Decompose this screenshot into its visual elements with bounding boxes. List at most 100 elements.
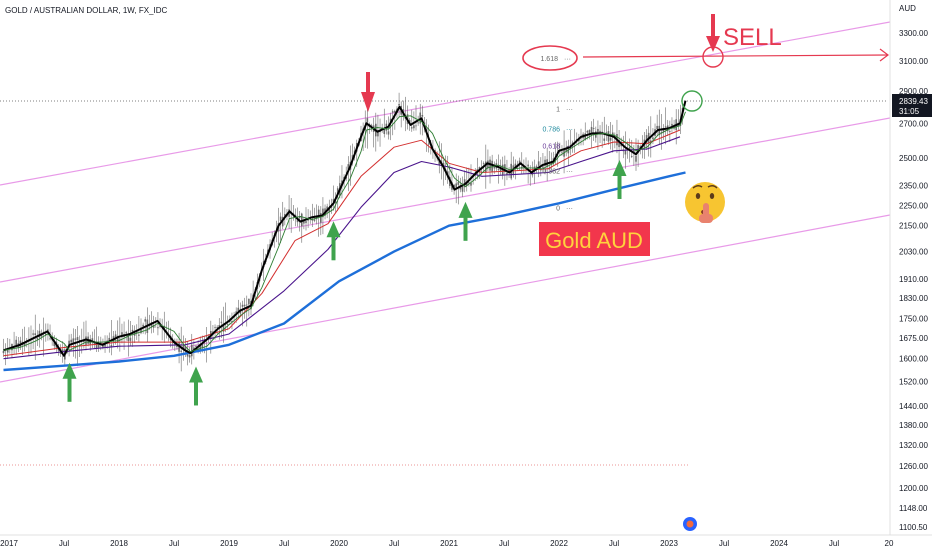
candle-body	[410, 127, 413, 129]
candle-body	[300, 213, 303, 227]
candle-body	[605, 132, 608, 134]
candle-body	[586, 130, 589, 133]
candle-body	[317, 209, 320, 217]
time-tick-label: Jul	[279, 539, 289, 548]
time-tick-label: 2018	[110, 539, 128, 548]
candle-body	[95, 343, 98, 349]
channel-line-bottom[interactable]	[0, 214, 891, 383]
candle-body	[537, 161, 540, 166]
price-tick-label: 2030.00	[899, 248, 928, 257]
price-tick-label: 2150.00	[899, 222, 928, 231]
fib-level-dots: ···	[564, 56, 571, 63]
candle-body	[607, 131, 610, 142]
candle-body	[326, 206, 328, 211]
candle-body	[97, 344, 100, 348]
candle-body	[660, 132, 663, 133]
fib-level-label: 0.618	[542, 143, 560, 150]
series-line-ma-200[interactable]	[3, 171, 686, 372]
series-line-ema-red[interactable]	[3, 129, 681, 357]
candle-body	[571, 142, 574, 145]
time-tick-label: 2019	[220, 539, 238, 548]
candle-body	[554, 154, 557, 156]
candle-body	[485, 161, 487, 173]
fib-level-dots: ···	[566, 126, 573, 133]
candle-body	[671, 123, 673, 126]
channel-line-top[interactable]	[0, 21, 891, 186]
candle-body	[85, 336, 87, 345]
candle-body	[72, 338, 75, 345]
series-line-ema-purple[interactable]	[3, 136, 681, 360]
price-tick-label: 3100.00	[899, 57, 928, 66]
candle-body	[305, 221, 307, 224]
candle-body	[590, 126, 593, 133]
candle-body	[303, 220, 305, 224]
candle-body	[455, 183, 457, 188]
candlesticks	[2, 92, 684, 372]
candle-body	[284, 214, 286, 217]
candle-body	[470, 182, 472, 186]
candle-body	[603, 138, 606, 141]
candle-body	[588, 130, 591, 135]
candle-body	[121, 332, 123, 338]
price-tick-label: 1830.00	[899, 294, 928, 303]
candle-body	[601, 131, 603, 134]
fibonacci-levels[interactable]: 1.618 ··· 1 ··· 0.786 ··· 0.618 ··· 0.382 ··· 0 ···	[540, 56, 573, 212]
candle-body	[565, 148, 567, 152]
series-line-ema-mid[interactable]	[3, 111, 686, 353]
fib-level-label: 0.382	[542, 169, 560, 176]
candle-body	[311, 218, 314, 221]
time-axis-ticks: 2017 Jul 2018 Jul 2019 Jul 2020 Jul 2021 Jul 2022 J…	[0, 539, 894, 548]
candle-body	[493, 165, 496, 169]
candle-body	[138, 334, 140, 336]
target-line-arrowhead	[879, 48, 889, 62]
price-tick-label: 1100.50	[899, 523, 928, 532]
candle-body	[237, 307, 240, 312]
candle-body	[336, 188, 339, 195]
candle-body	[140, 327, 142, 334]
candle-body	[609, 137, 612, 141]
candle-body	[218, 324, 221, 328]
time-tick-label: Jul	[719, 539, 729, 548]
candle-body	[497, 169, 500, 170]
buy-arrow	[612, 159, 627, 199]
price-tick-label: 1320.00	[899, 441, 928, 450]
time-tick-label: Jul	[59, 539, 69, 548]
price-tick-label: 1750.00	[899, 314, 928, 323]
candle-body	[491, 160, 493, 172]
channel-line-middle[interactable]	[0, 117, 891, 283]
candle-body	[514, 163, 517, 168]
candle-body	[114, 334, 117, 338]
candle-body	[394, 110, 396, 113]
candle-body	[398, 104, 400, 106]
candle-body	[383, 129, 386, 134]
candle-body	[184, 347, 187, 350]
fib-level-label: 0.786	[542, 126, 560, 133]
price-tick-label: 1675.00	[899, 334, 928, 343]
candle-body	[157, 327, 159, 329]
candle-body	[142, 324, 144, 327]
buy-arrow	[62, 362, 77, 402]
candle-body	[214, 327, 216, 329]
sell-label: SELL	[723, 24, 782, 51]
price-tick-label: 2250.00	[899, 201, 928, 210]
candle-body	[182, 345, 185, 350]
price-tick-label: 1910.00	[899, 275, 928, 284]
time-tick-label: 2023	[660, 539, 678, 548]
candle-body	[618, 139, 620, 148]
candle-body	[417, 122, 419, 124]
fib-level-dots: ···	[566, 143, 573, 150]
candle-body	[296, 219, 299, 223]
candle-body	[241, 304, 244, 307]
fib-level-label: 1	[556, 107, 560, 114]
target-line	[582, 54, 889, 58]
price-tick-label: 1440.00	[899, 402, 928, 411]
candle-body	[544, 159, 546, 166]
candle-body	[630, 156, 633, 157]
candle-body	[550, 162, 553, 165]
candle-body	[226, 324, 229, 326]
candle-body	[32, 333, 34, 335]
candle-body	[334, 201, 337, 204]
time-tick-label: Jul	[389, 539, 399, 548]
series-line-price[interactable]	[3, 100, 687, 357]
